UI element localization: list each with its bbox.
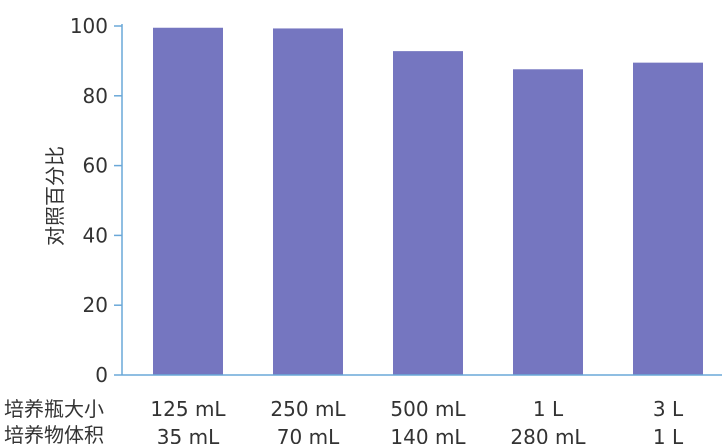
y-tick-label: 60	[83, 154, 108, 178]
y-ticks-group: 0 20 40 60 80 100	[70, 14, 122, 387]
bar	[513, 69, 583, 375]
x-tick-label: 125 mL	[150, 397, 226, 421]
bar	[153, 27, 223, 376]
x-tick-label: 3 L	[653, 397, 684, 421]
x-labels-group: 125 mL 35 mL 250 mL 70 mL 500 mL 140 mL 1 L 280…	[150, 397, 684, 448]
y-axis-label: 对照百分比	[43, 146, 67, 246]
y-tick-label: 100	[70, 14, 108, 38]
x-tick-label: 140 mL	[390, 425, 466, 444]
y-tick-label: 0	[95, 363, 108, 387]
x-tick-label: 35 mL	[157, 425, 220, 444]
x-tick-label: 1 L	[533, 397, 564, 421]
bar	[633, 62, 703, 376]
x-tick-label: 1 L	[653, 425, 684, 444]
row-header-flask-size: 培养瓶大小	[4, 397, 104, 421]
bar	[393, 51, 463, 376]
bar	[273, 28, 343, 376]
row-header-culture-volume: 培养物体积	[4, 423, 104, 444]
y-tick-label: 20	[83, 293, 108, 317]
bars-group	[153, 27, 703, 376]
x-tick-label: 70 mL	[277, 425, 340, 444]
x-tick-label: 280 mL	[510, 425, 586, 444]
x-tick-label: 250 mL	[270, 397, 346, 421]
x-tick-label: 500 mL	[390, 397, 466, 421]
y-tick-label: 80	[83, 84, 108, 108]
y-tick-label: 40	[83, 223, 108, 247]
axes-group	[121, 24, 722, 376]
